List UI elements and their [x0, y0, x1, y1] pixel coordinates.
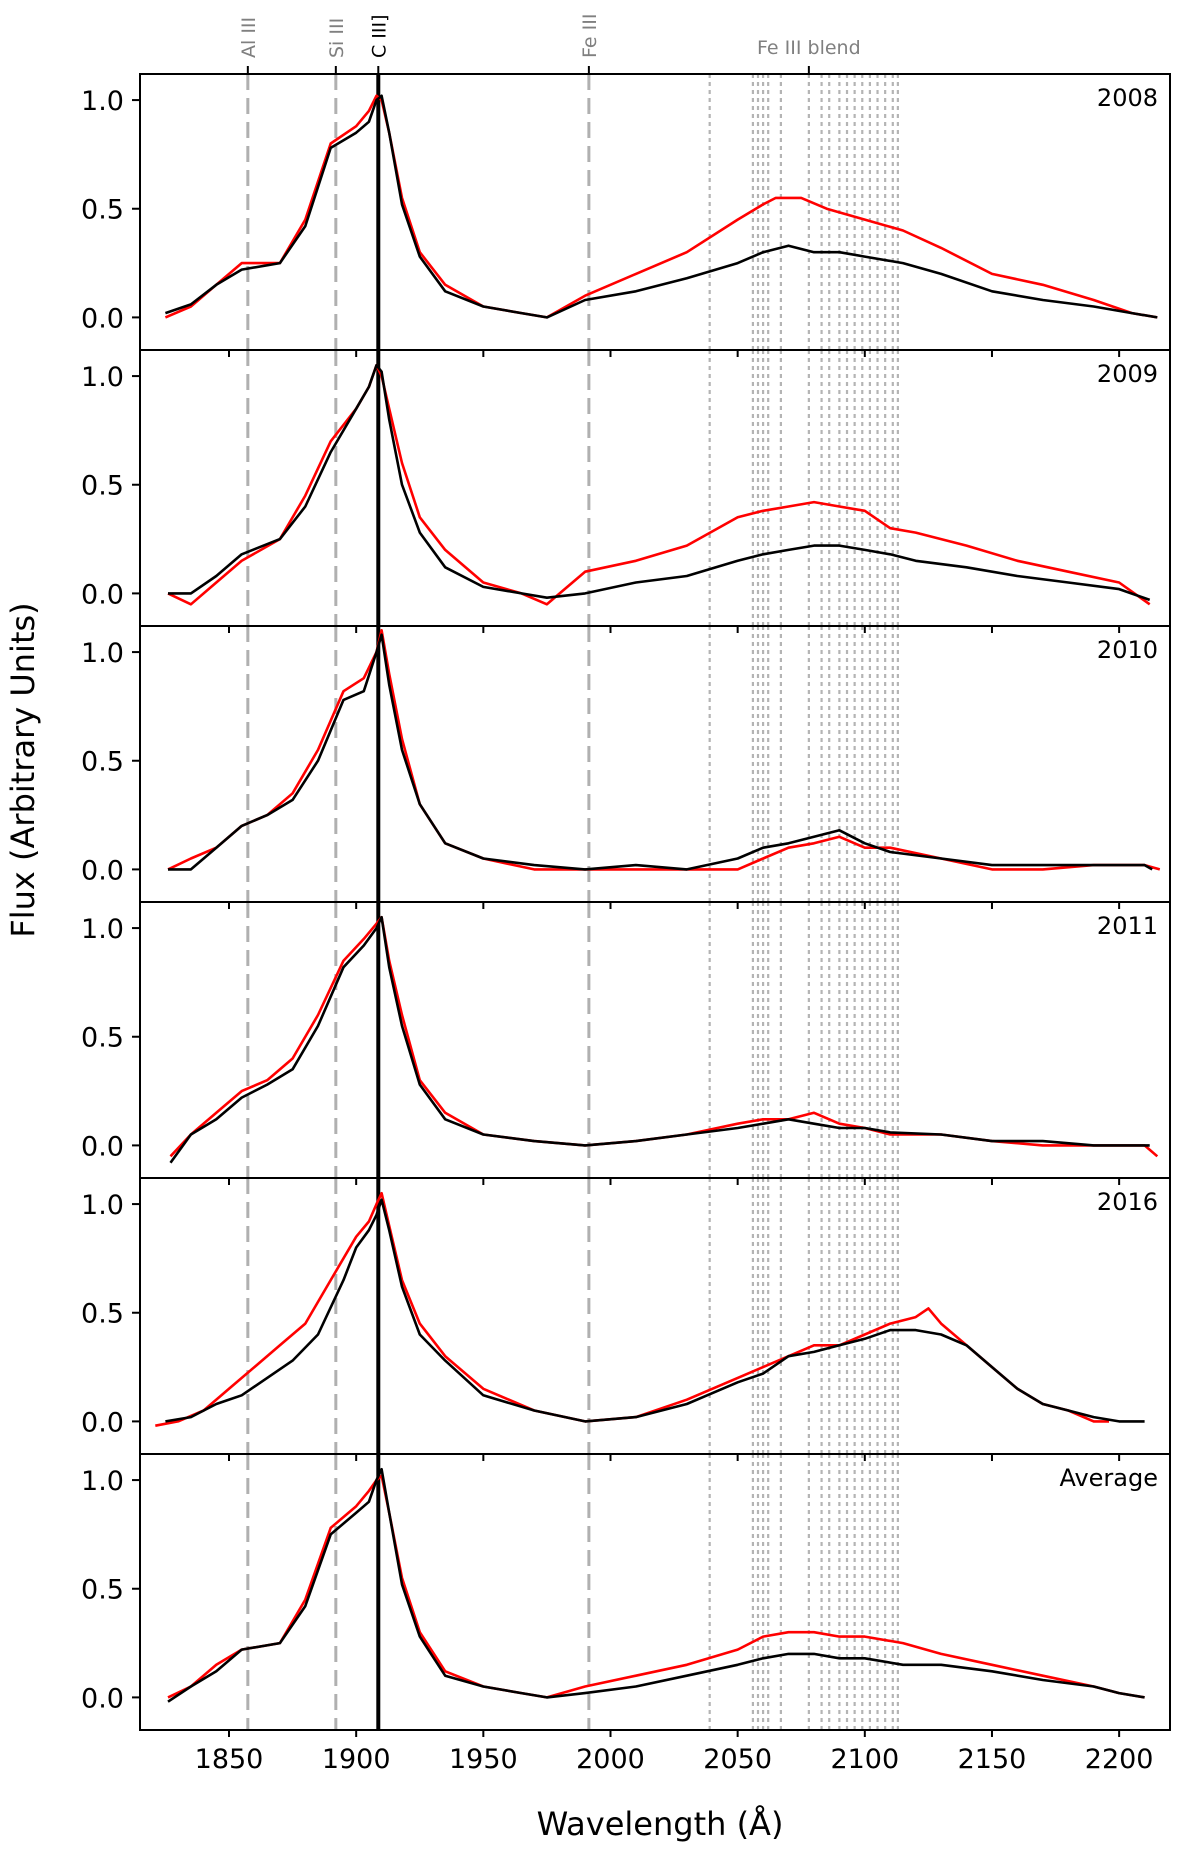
panel-frame: [139, 1453, 1171, 1731]
marker-label-fe-iii: Fe III: [579, 14, 601, 58]
y-tick-label: 1.0: [81, 1190, 124, 1221]
x-tick-label: 2100: [830, 1744, 899, 1775]
y-tick-label: 0.0: [81, 1131, 124, 1162]
panel-frame: [139, 901, 1171, 1179]
panel-frame: [139, 349, 1171, 627]
panel-2010: 0.0 0.5 1.0 2010: [81, 625, 1171, 909]
panel-year-label: 2016: [1097, 1188, 1158, 1216]
panel-year-label: 2009: [1097, 360, 1158, 388]
panel-2008: 0.0 0.5 1.0 2008: [81, 73, 1171, 357]
y-tick-label: 0.0: [81, 1407, 124, 1438]
y-axis-label: Flux (Arbitrary Units): [4, 602, 42, 937]
x-axis-ticks: 1850 1900 1950 2000 2050 2100 2150 2200: [195, 1744, 1154, 1775]
series-black-2016: [165, 1198, 1145, 1423]
panel-year-label: Average: [1059, 1464, 1158, 1492]
y-tick-label: 0.0: [81, 855, 124, 886]
series-black-average: [167, 1467, 1145, 1703]
marker-label-si-iii: Si III: [326, 18, 348, 58]
line-marker-labels: Al III Si III C III] Fe III Fe III blend: [238, 14, 861, 74]
series-black-2010: [168, 633, 1153, 871]
x-tick-label: 2000: [576, 1744, 645, 1775]
y-tick-label: 0.5: [81, 1299, 124, 1330]
series-red-average: [167, 1474, 1145, 1699]
y-tick-label: 0.0: [81, 1683, 124, 1714]
marker-label-al-iii: Al III: [238, 17, 260, 58]
x-tick-label: 2200: [1085, 1744, 1154, 1775]
series-red-2016: [155, 1191, 1109, 1427]
y-tick-label: 1.0: [81, 86, 124, 117]
y-tick-label: 0.5: [81, 747, 124, 778]
x-tick-label: 1900: [322, 1744, 391, 1775]
series-red-2009: [167, 363, 1151, 606]
series-red-2011: [169, 915, 1159, 1158]
panel-year-label: 2008: [1097, 84, 1158, 112]
fe-iii-blend-label: Fe III blend: [757, 37, 861, 59]
x-tick-label: 2150: [958, 1744, 1027, 1775]
marker-label-c-iii: C III]: [368, 14, 390, 58]
x-tick-label: 1950: [449, 1744, 518, 1775]
y-tick-label: 1.0: [81, 914, 124, 945]
y-tick-label: 0.5: [81, 1023, 124, 1054]
series-red-2010: [167, 628, 1161, 871]
y-tick-label: 0.5: [81, 471, 124, 502]
y-tick-label: 1.0: [81, 1466, 124, 1497]
x-tick-label: 1850: [195, 1744, 264, 1775]
y-tick-label: 0.0: [81, 579, 124, 610]
y-tick-label: 1.0: [81, 362, 124, 393]
y-tick-label: 1.0: [81, 638, 124, 669]
x-axis-label: Wavelength (Å): [537, 1805, 784, 1843]
series-black-2008: [164, 94, 1158, 319]
panel-average: 0.0 0.5 1.0 Average: [81, 1453, 1171, 1737]
panel-year-label: 2011: [1097, 912, 1158, 940]
y-tick-label: 0.5: [81, 195, 124, 226]
panel-2009: 0.0 0.5 1.0 2009: [81, 349, 1171, 633]
x-tick-label: 2050: [703, 1744, 772, 1775]
y-tick-label: 0.5: [81, 1575, 124, 1606]
panel-2016: 0.0 0.5 1.0 2016: [81, 1177, 1171, 1461]
panel-frame: [139, 73, 1171, 351]
series-black-2009: [168, 363, 1151, 602]
y-tick-label: 0.0: [81, 303, 124, 334]
panel-2011: 0.0 0.5 1.0 2011: [81, 901, 1171, 1185]
panel-frame: [139, 625, 1171, 903]
panel-year-label: 2010: [1097, 636, 1158, 664]
series-black-2011: [169, 915, 1150, 1164]
